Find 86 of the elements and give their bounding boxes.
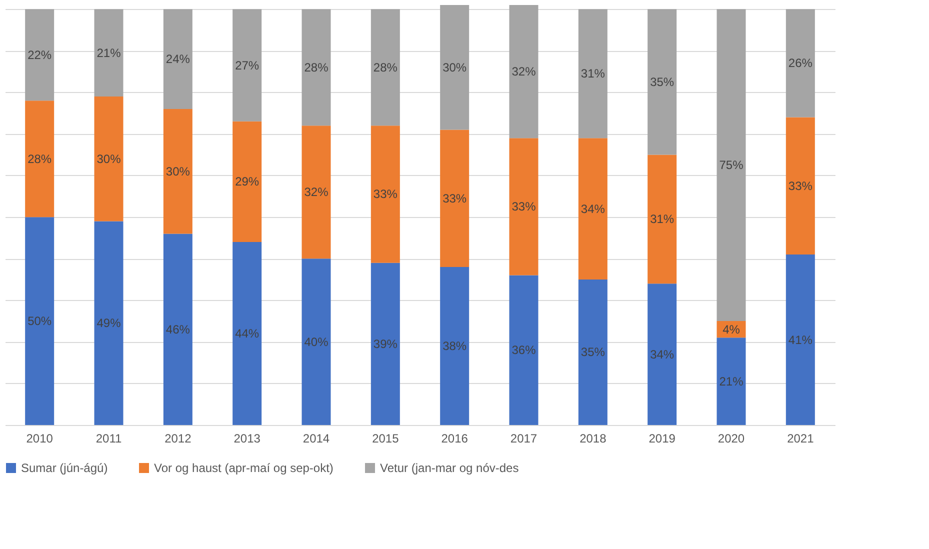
bar: [302, 9, 331, 126]
data-label: 36%: [512, 343, 536, 358]
data-label: 33%: [512, 200, 536, 214]
bar: [302, 126, 331, 259]
data-label: 34%: [650, 347, 674, 362]
x-tick-label: 2020: [718, 432, 745, 446]
data-label: 32%: [304, 185, 329, 200]
data-label: 40%: [304, 334, 329, 349]
bar: [648, 9, 677, 155]
data-label: 28%: [304, 60, 329, 74]
bar: [25, 9, 54, 101]
x-tick-label: 2010: [26, 432, 54, 446]
data-label: 49%: [96, 316, 122, 330]
data-label: 75%: [719, 158, 744, 172]
bar: [578, 9, 608, 138]
data-label: 35%: [580, 345, 606, 360]
bar: [786, 254, 815, 425]
x-tick-label: 2015: [372, 432, 400, 446]
bar: [370, 262, 400, 425]
data-label: 31%: [580, 66, 606, 81]
x-tick-label: 2012: [164, 432, 192, 446]
bar: [163, 9, 192, 109]
bar: [509, 275, 538, 425]
bar: [786, 117, 815, 255]
x-tick-label: 2018: [580, 432, 607, 446]
bar: [370, 126, 400, 263]
bar: [716, 338, 746, 425]
bar: [25, 100, 54, 218]
data-label: 46%: [166, 322, 190, 336]
data-label: 28%: [28, 152, 52, 166]
bar: [232, 121, 262, 242]
data-label: 26%: [788, 56, 813, 70]
data-label: 33%: [788, 178, 813, 193]
bar: [440, 130, 470, 267]
data-label: 31%: [650, 212, 674, 226]
data-label: 28%: [373, 60, 398, 74]
bar: [440, 5, 470, 130]
data-label: 30%: [166, 164, 190, 178]
bar: [232, 242, 262, 425]
data-label: 22%: [28, 48, 52, 62]
data-label: 21%: [719, 374, 744, 388]
bar: [648, 284, 677, 425]
legend-label: Sumar (jún-ágú): [21, 461, 108, 475]
bar: [509, 138, 538, 276]
data-label: 50%: [28, 314, 52, 328]
x-tick-label: 2014: [302, 432, 330, 446]
bar: [786, 9, 815, 118]
data-label: 33%: [442, 191, 467, 206]
data-label: 38%: [442, 338, 467, 353]
bar: [578, 279, 608, 425]
x-tick-label: 2016: [441, 432, 468, 446]
data-label: 29%: [235, 174, 260, 189]
bar: [94, 96, 124, 222]
bar: [440, 266, 470, 425]
bar: [509, 5, 538, 138]
bar: [25, 217, 54, 425]
data-label: 39%: [373, 336, 398, 351]
data-label: 27%: [235, 58, 260, 72]
bar: [370, 9, 400, 126]
legend-label: Vor og haust (apr-maí og sep-okt): [154, 461, 334, 475]
data-label: 32%: [512, 64, 536, 79]
bar: [232, 9, 262, 122]
data-label: 30%: [442, 60, 467, 74]
bar: [302, 258, 331, 425]
data-label: 33%: [373, 187, 398, 202]
bar: [163, 108, 192, 234]
x-tick-label: 2021: [787, 432, 814, 446]
bar: [648, 154, 677, 284]
x-tick-label: 2013: [234, 432, 261, 446]
bar: [163, 234, 192, 425]
data-label: 34%: [580, 202, 606, 216]
data-label: 21%: [96, 46, 122, 60]
x-tick-label: 2019: [648, 432, 676, 446]
data-label: 24%: [166, 52, 190, 66]
data-label: 4%: [722, 322, 740, 336]
bar: [94, 221, 124, 425]
bar: [94, 9, 124, 96]
data-label: 44%: [235, 326, 260, 341]
bar: [716, 9, 746, 322]
data-label: 35%: [650, 74, 674, 89]
x-tick-label: 2017: [510, 432, 538, 446]
bar: [578, 138, 608, 280]
legend-label: Vetur (jan-mar og nóv-des: [380, 461, 519, 475]
x-tick-label: 2011: [96, 432, 122, 446]
data-label: 30%: [96, 152, 122, 166]
data-label: 41%: [788, 332, 813, 347]
